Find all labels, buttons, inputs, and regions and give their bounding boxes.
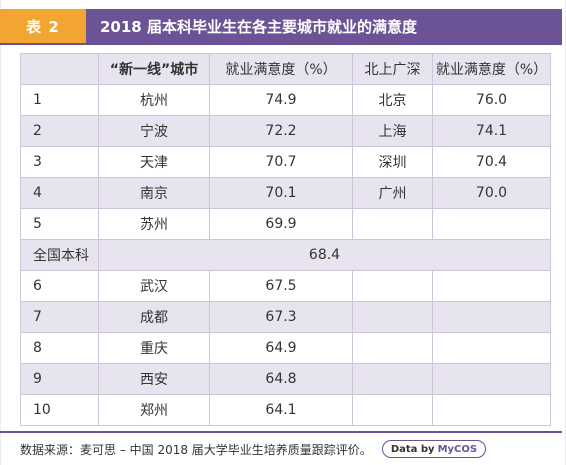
city-cell: 郑州: [98, 394, 210, 426]
table-row: 10 郑州 64.1: [20, 394, 551, 426]
rank-cell: 9: [20, 363, 99, 395]
table-row: 2 宁波 72.2 上海 74.1: [20, 115, 551, 147]
empty-cell: [432, 363, 551, 395]
col-header-rank: [20, 53, 99, 85]
table-row: 5 苏州 69.9: [20, 208, 551, 240]
value-cell: 72.2: [209, 115, 353, 147]
city2-cell: 广州: [352, 177, 433, 209]
value2-cell: 70.4: [432, 146, 551, 178]
table-row: 7 成都 67.3: [20, 301, 551, 333]
source-note: 数据来源：麦可思 – 中国 2018 届大学毕业生培养质量跟踪评价。: [20, 442, 372, 457]
value-cell: 67.3: [209, 301, 353, 333]
mycos-logo: Data by MyCOS: [381, 440, 487, 458]
table-row: 9 西安 64.8: [20, 363, 551, 395]
table-header: 表 2 2018 届本科毕业生在各主要城市就业的满意度: [0, 9, 562, 43]
city-cell: 天津: [98, 146, 210, 178]
footer: 数据来源：麦可思 – 中国 2018 届大学毕业生培养质量跟踪评价。 Data …: [20, 438, 487, 460]
rank-cell: 2: [20, 115, 99, 147]
city-cell: 南京: [98, 177, 210, 209]
empty-cell: [432, 332, 551, 364]
empty-cell: [432, 270, 551, 302]
national-value: 68.4: [98, 239, 551, 271]
logo-prefix: Data by: [390, 443, 435, 455]
col-header-satisfaction-2: 就业满意度（%）: [432, 53, 551, 85]
city-cell: 重庆: [98, 332, 210, 364]
value-cell: 64.9: [209, 332, 353, 364]
value2-cell: 74.1: [432, 115, 551, 147]
table-number-badge: 表 2: [0, 9, 86, 43]
table-row: 6 武汉 67.5: [20, 270, 551, 302]
city-cell: 西安: [98, 363, 210, 395]
rank-cell: 3: [20, 146, 99, 178]
empty-cell: [432, 394, 551, 426]
col-header-satisfaction: 就业满意度（%）: [209, 53, 353, 85]
city2-cell: 上海: [352, 115, 433, 147]
city2-cell: 北京: [352, 84, 433, 116]
value-cell: 70.7: [209, 146, 353, 178]
table-row: 4 南京 70.1 广州 70.0: [20, 177, 551, 209]
value-cell: 64.8: [209, 363, 353, 395]
satisfaction-table: “新一线”城市 就业满意度（%） 北上广深 就业满意度（%） 1 杭州 74.9…: [20, 53, 551, 426]
city-cell: 苏州: [98, 208, 210, 240]
table-head-row: “新一线”城市 就业满意度（%） 北上广深 就业满意度（%）: [20, 53, 551, 85]
city2-cell: [352, 208, 433, 240]
city-cell: 武汉: [98, 270, 210, 302]
rank-cell: 8: [20, 332, 99, 364]
city-cell: 杭州: [98, 84, 210, 116]
table-row: 1 杭州 74.9 北京 76.0: [20, 84, 551, 116]
rank-cell: 5: [20, 208, 99, 240]
empty-cell: [352, 332, 433, 364]
footer-divider: [0, 431, 562, 433]
empty-cell: [352, 394, 433, 426]
col-header-new-tier1-city: “新一线”城市: [98, 53, 210, 85]
value2-cell: 70.0: [432, 177, 551, 209]
rank-cell: 10: [20, 394, 99, 426]
empty-cell: [432, 301, 551, 333]
value2-cell: 76.0: [432, 84, 551, 116]
city2-cell: 深圳: [352, 146, 433, 178]
rank-cell: 6: [20, 270, 99, 302]
logo-brand: MyCOS: [437, 443, 478, 455]
national-label: 全国本科: [20, 239, 99, 271]
national-average-row: 全国本科 68.4: [20, 239, 551, 271]
empty-cell: [352, 270, 433, 302]
col-header-tier1-city: 北上广深: [352, 53, 433, 85]
table-row: 3 天津 70.7 深圳 70.4: [20, 146, 551, 178]
value-cell: 74.9: [209, 84, 353, 116]
rank-cell: 4: [20, 177, 99, 209]
table-title: 2018 届本科毕业生在各主要城市就业的满意度: [86, 9, 562, 43]
city-cell: 宁波: [98, 115, 210, 147]
rank-cell: 1: [20, 84, 99, 116]
header-divider: [0, 43, 562, 45]
value-cell: 67.5: [209, 270, 353, 302]
value-cell: 70.1: [209, 177, 353, 209]
table-row: 8 重庆 64.9: [20, 332, 551, 364]
rank-cell: 7: [20, 301, 99, 333]
empty-cell: [352, 363, 433, 395]
city-cell: 成都: [98, 301, 210, 333]
empty-cell: [352, 301, 433, 333]
value-cell: 64.1: [209, 394, 353, 426]
value2-cell: [432, 208, 551, 240]
value-cell: 69.9: [209, 208, 353, 240]
